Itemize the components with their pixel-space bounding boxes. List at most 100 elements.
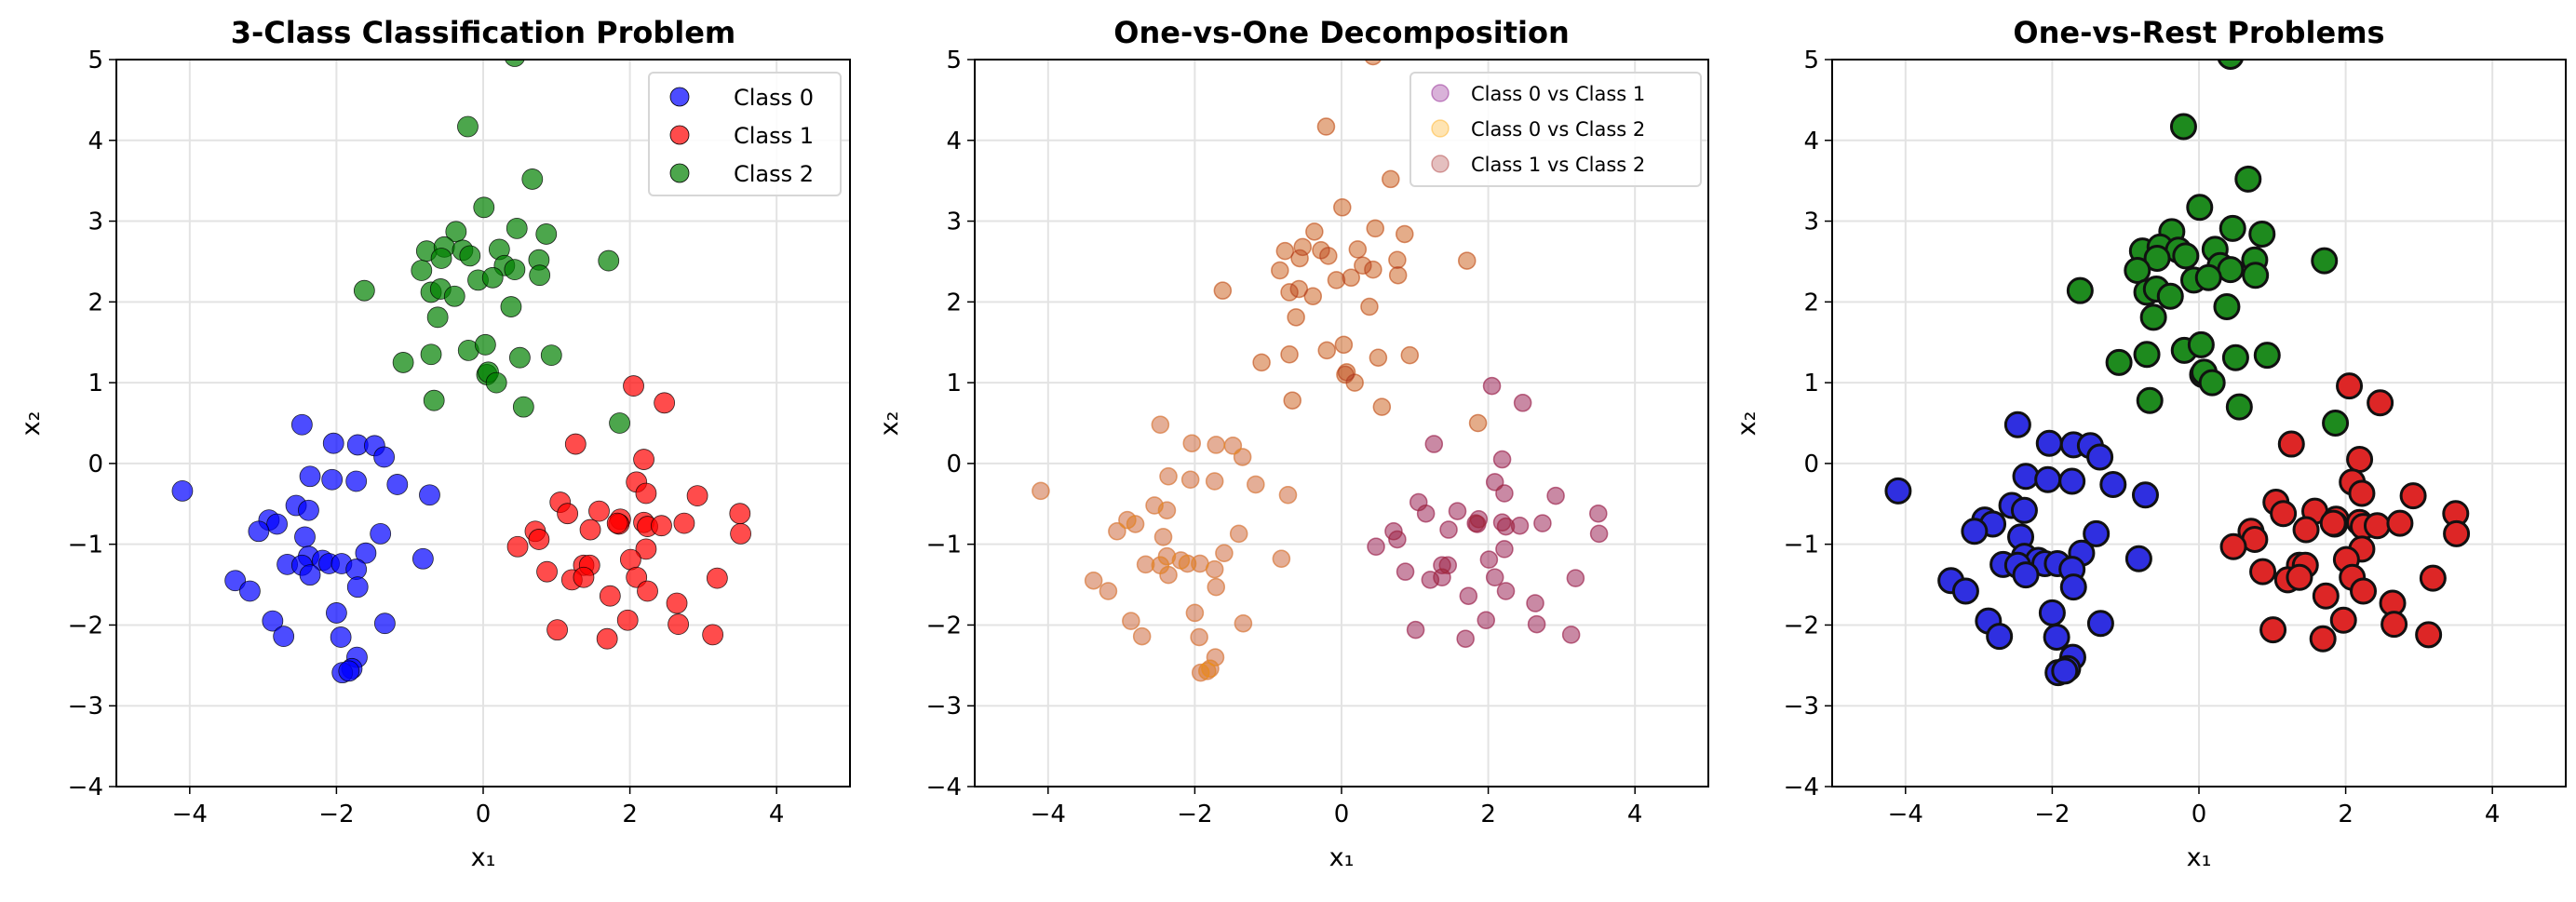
y-tick-label: 0 bbox=[88, 451, 103, 478]
pair-1-point bbox=[1333, 198, 1352, 217]
class-0-point bbox=[370, 522, 392, 545]
class-2-point bbox=[2225, 393, 2253, 421]
class-2-point bbox=[2066, 276, 2094, 304]
pair-2-point bbox=[1492, 450, 1512, 469]
legend-box bbox=[1409, 72, 1702, 187]
class-0-point bbox=[345, 470, 368, 492]
pair-2-point bbox=[1469, 510, 1489, 529]
class-1-point bbox=[557, 503, 579, 525]
class-0-point bbox=[294, 526, 316, 548]
class-2-point bbox=[2234, 165, 2262, 193]
legend-marker bbox=[669, 125, 690, 145]
y-tick-label: 5 bbox=[88, 47, 103, 74]
pair-0-point bbox=[1206, 648, 1225, 666]
pair-1-point bbox=[1316, 117, 1336, 136]
pair-2-point bbox=[1366, 219, 1384, 238]
pair-1-point bbox=[1182, 434, 1201, 452]
pair-0-point bbox=[1466, 514, 1485, 532]
pair-1-point bbox=[1223, 437, 1243, 455]
pair-0-point bbox=[1421, 571, 1440, 589]
legend: Class 0 vs Class 1 Class 0 vs Class 2 Clas… bbox=[1409, 72, 1702, 187]
pair-0-point bbox=[1533, 514, 1552, 532]
class-2-point bbox=[2198, 369, 2226, 397]
y-tick-label: −2 bbox=[926, 612, 962, 639]
pair-0-point bbox=[1526, 594, 1544, 613]
class-2-point bbox=[2248, 220, 2276, 248]
pair-0-point bbox=[1182, 434, 1201, 452]
pair-2-point bbox=[1561, 626, 1581, 644]
pair-2-point bbox=[1337, 363, 1356, 382]
pair-1-point bbox=[1468, 413, 1488, 433]
pair-0-point bbox=[1126, 515, 1145, 533]
x-tick-label: 4 bbox=[2485, 801, 2501, 828]
class-1-point bbox=[623, 375, 644, 397]
pair-1-point bbox=[1122, 612, 1140, 630]
class-1-point bbox=[2419, 564, 2447, 592]
pair-2-point bbox=[1354, 256, 1372, 276]
class-1-point bbox=[637, 580, 658, 602]
class-2-point bbox=[2221, 343, 2249, 371]
class-2-point bbox=[2194, 263, 2222, 291]
class-0-point bbox=[2059, 573, 2087, 601]
class-1-point bbox=[2259, 616, 2287, 644]
pair-0-point bbox=[1527, 614, 1546, 634]
x-tick-label: −4 bbox=[172, 801, 208, 828]
pair-1-point bbox=[1229, 524, 1248, 544]
axes-frame bbox=[1831, 59, 2567, 788]
class-0-point bbox=[298, 499, 319, 521]
pair-2-point bbox=[1303, 287, 1323, 306]
pair-0-point bbox=[1492, 513, 1512, 532]
class-2-point bbox=[392, 352, 414, 373]
pair-0-point bbox=[1510, 516, 1530, 535]
pair-0-point bbox=[1469, 510, 1489, 529]
pair-1-point bbox=[1213, 281, 1233, 300]
pair-1-point bbox=[1099, 582, 1118, 600]
pair-1-point bbox=[1272, 549, 1291, 569]
legend-marker bbox=[669, 163, 690, 183]
legend-label: Class 0 vs Class 2 bbox=[1471, 118, 1645, 141]
class-1-point bbox=[635, 482, 657, 505]
x-tick-label: 2 bbox=[2338, 801, 2353, 828]
pair-1-point bbox=[1234, 613, 1253, 633]
y-axis-label: x₂ bbox=[875, 411, 904, 437]
class-1-point bbox=[528, 529, 550, 550]
pair-1-point bbox=[1159, 467, 1178, 486]
pair-0-point bbox=[1485, 473, 1504, 491]
pair-0-point bbox=[1492, 450, 1512, 469]
pair-0-point bbox=[1151, 415, 1170, 434]
class-1-point bbox=[506, 535, 529, 558]
class-1-point bbox=[730, 522, 751, 545]
pair-0-point bbox=[1205, 472, 1224, 491]
pair-2-point bbox=[1485, 568, 1504, 586]
class-1-point bbox=[596, 627, 618, 650]
pair-1-point bbox=[1348, 240, 1368, 259]
class-2-point bbox=[473, 196, 495, 219]
pair-2-point bbox=[1342, 268, 1360, 288]
pair-1-point bbox=[1280, 344, 1299, 364]
pair-1-point bbox=[1201, 659, 1220, 679]
class-0-point bbox=[266, 513, 288, 535]
pair-0-point bbox=[1278, 485, 1298, 505]
class-1-point bbox=[668, 613, 690, 635]
pair-1-point bbox=[1118, 510, 1137, 530]
pair-0-point bbox=[1479, 550, 1499, 569]
pair-1-point bbox=[1290, 249, 1309, 268]
panel-3-class: 3-Class Classification Problem x₁ x₂ −4 −… bbox=[17, 15, 851, 872]
class-0-point bbox=[321, 468, 344, 491]
pair-1-point bbox=[1336, 365, 1355, 384]
class-1-point bbox=[2386, 509, 2414, 537]
x-tick-label: 4 bbox=[769, 801, 785, 828]
class-2-point bbox=[2213, 293, 2241, 321]
pair-2-point bbox=[1589, 504, 1608, 523]
x-axis-label: x₁ bbox=[2187, 843, 2212, 872]
y-tick-label: 5 bbox=[1803, 47, 1819, 74]
panel-title: 3-Class Classification Problem bbox=[231, 15, 736, 50]
pair-2-point bbox=[1510, 516, 1530, 535]
pair-1-point bbox=[1271, 261, 1289, 280]
pair-1-point bbox=[1180, 470, 1200, 489]
class-2-point bbox=[540, 344, 562, 367]
class-2-point bbox=[504, 259, 526, 281]
pair-2-point bbox=[1316, 117, 1336, 136]
pair-0-point bbox=[1108, 522, 1126, 541]
pair-0-point bbox=[1272, 549, 1291, 569]
